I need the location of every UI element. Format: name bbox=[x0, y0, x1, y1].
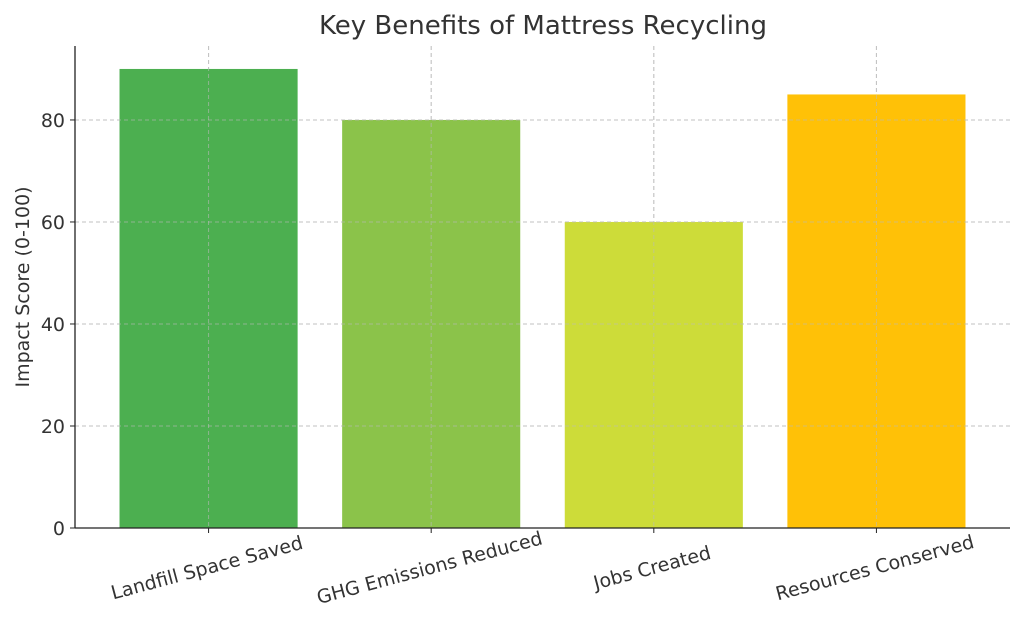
x-tick-label: Jobs Created bbox=[590, 542, 713, 595]
y-tick-label: 0 bbox=[53, 518, 65, 540]
x-tick-label: GHG Emissions Reduced bbox=[314, 527, 544, 608]
y-tick-label: 40 bbox=[41, 314, 65, 336]
x-tick-label: Resources Conserved bbox=[773, 531, 976, 605]
y-tick-label: 60 bbox=[41, 212, 65, 234]
x-tick-label: Landfill Space Saved bbox=[109, 532, 306, 604]
y-axis-label: Impact Score (0-100) bbox=[12, 186, 34, 387]
y-tick-label: 80 bbox=[41, 110, 65, 132]
bars bbox=[75, 46, 1010, 529]
chart-title: Key Benefits of Mattress Recycling bbox=[319, 11, 767, 41]
y-tick-label: 20 bbox=[41, 416, 65, 438]
